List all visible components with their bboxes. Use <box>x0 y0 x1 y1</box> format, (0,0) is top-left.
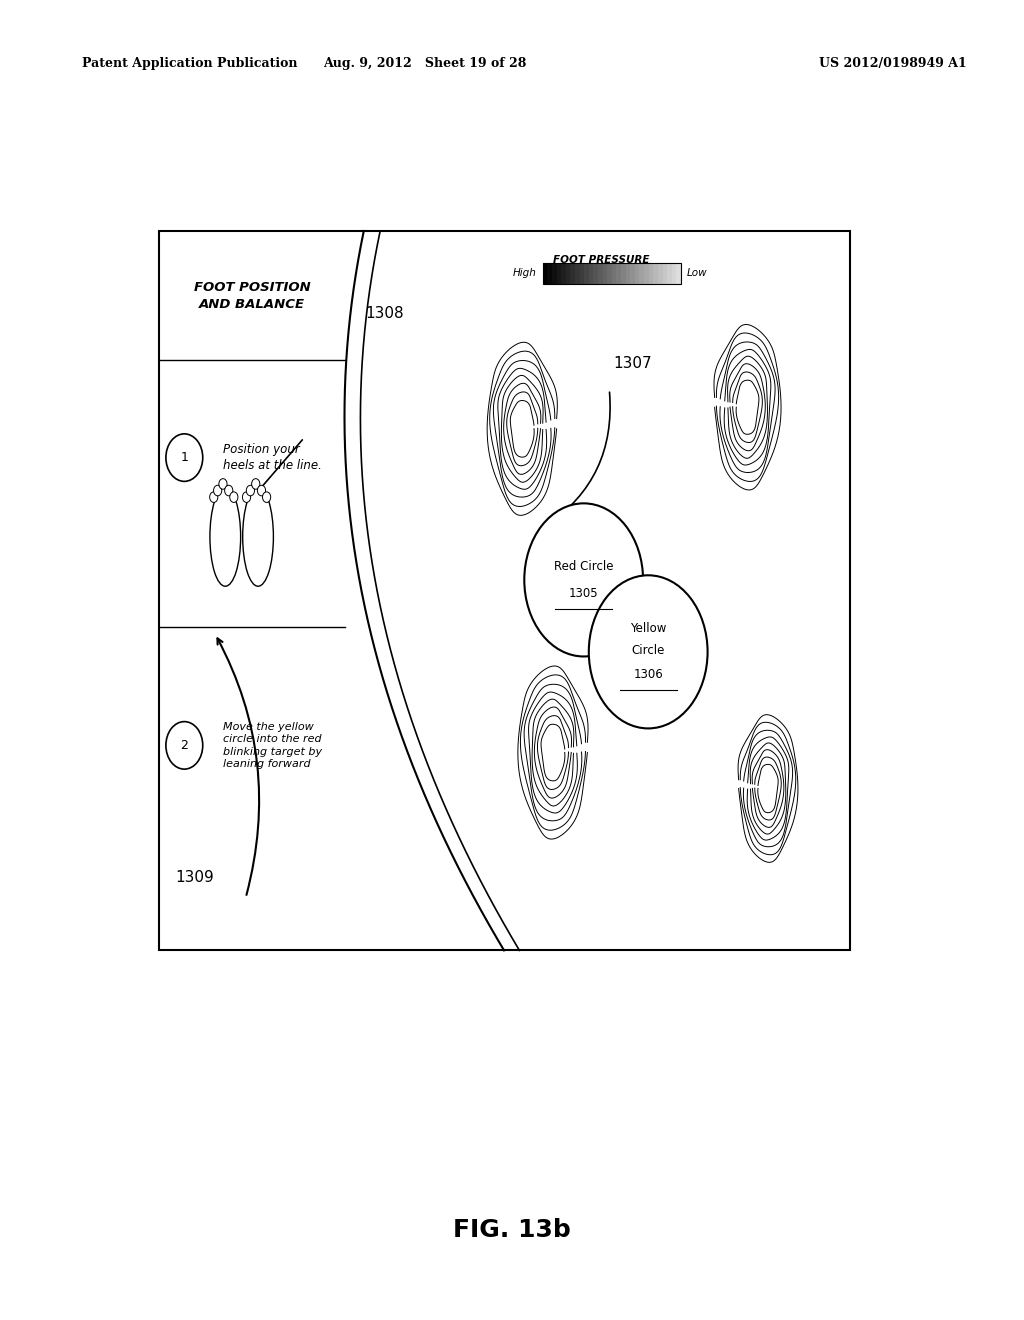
Bar <box>653 263 657 284</box>
Text: Patent Application Publication: Patent Application Publication <box>82 57 297 70</box>
Bar <box>598 263 602 284</box>
Text: Position your
heels at the line.: Position your heels at the line. <box>223 444 323 473</box>
Bar <box>543 263 681 284</box>
Bar <box>547 263 552 284</box>
Text: Red Circle: Red Circle <box>554 560 613 573</box>
Circle shape <box>166 722 203 770</box>
Bar <box>626 263 630 284</box>
Circle shape <box>214 486 222 496</box>
Bar <box>658 263 663 284</box>
Circle shape <box>257 486 265 496</box>
Bar <box>663 263 668 284</box>
Ellipse shape <box>210 487 241 586</box>
Text: Yellow: Yellow <box>630 622 667 635</box>
Text: FIG. 13b: FIG. 13b <box>454 1218 570 1242</box>
Ellipse shape <box>243 487 273 586</box>
Text: FOOT PRESSURE: FOOT PRESSURE <box>553 255 649 265</box>
Text: 1308: 1308 <box>365 306 403 321</box>
Text: 1309: 1309 <box>175 870 214 886</box>
Circle shape <box>252 479 260 490</box>
Circle shape <box>247 486 255 496</box>
Bar <box>677 263 681 284</box>
Bar <box>607 263 611 284</box>
Text: Aug. 9, 2012   Sheet 19 of 28: Aug. 9, 2012 Sheet 19 of 28 <box>324 57 526 70</box>
Bar <box>621 263 626 284</box>
Circle shape <box>524 503 643 656</box>
Bar <box>635 263 639 284</box>
Circle shape <box>229 492 238 503</box>
Bar <box>602 263 607 284</box>
Circle shape <box>589 576 708 729</box>
Bar <box>584 263 589 284</box>
Text: High: High <box>513 268 537 279</box>
Bar <box>639 263 644 284</box>
Text: 1: 1 <box>180 451 188 465</box>
Circle shape <box>243 492 251 503</box>
Circle shape <box>166 434 203 482</box>
Bar <box>570 263 575 284</box>
Text: 1307: 1307 <box>613 355 652 371</box>
Text: Circle: Circle <box>632 644 665 657</box>
Bar <box>612 263 616 284</box>
Circle shape <box>262 492 270 503</box>
Text: 1305: 1305 <box>569 586 598 599</box>
Bar <box>644 263 649 284</box>
Text: Low: Low <box>687 268 708 279</box>
Bar <box>616 263 621 284</box>
Bar <box>159 231 850 950</box>
Bar <box>672 263 676 284</box>
Text: 1306: 1306 <box>633 668 664 681</box>
Bar <box>631 263 635 284</box>
Circle shape <box>224 486 232 496</box>
Bar <box>561 263 565 284</box>
Bar <box>594 263 598 284</box>
Bar <box>589 263 594 284</box>
Bar <box>575 263 580 284</box>
Bar <box>668 263 672 284</box>
Bar <box>557 263 561 284</box>
Circle shape <box>210 492 218 503</box>
Bar <box>543 263 547 284</box>
Text: US 2012/0198949 A1: US 2012/0198949 A1 <box>819 57 967 70</box>
Bar <box>649 263 653 284</box>
Text: FOOT POSITION
AND BALANCE: FOOT POSITION AND BALANCE <box>194 281 310 310</box>
Bar <box>552 263 557 284</box>
Bar <box>565 263 570 284</box>
Text: 2: 2 <box>180 739 188 752</box>
Circle shape <box>219 479 227 490</box>
Text: Move the yellow
circle into the red
blinking target by
leaning forward: Move the yellow circle into the red blin… <box>223 722 323 770</box>
Bar <box>580 263 584 284</box>
